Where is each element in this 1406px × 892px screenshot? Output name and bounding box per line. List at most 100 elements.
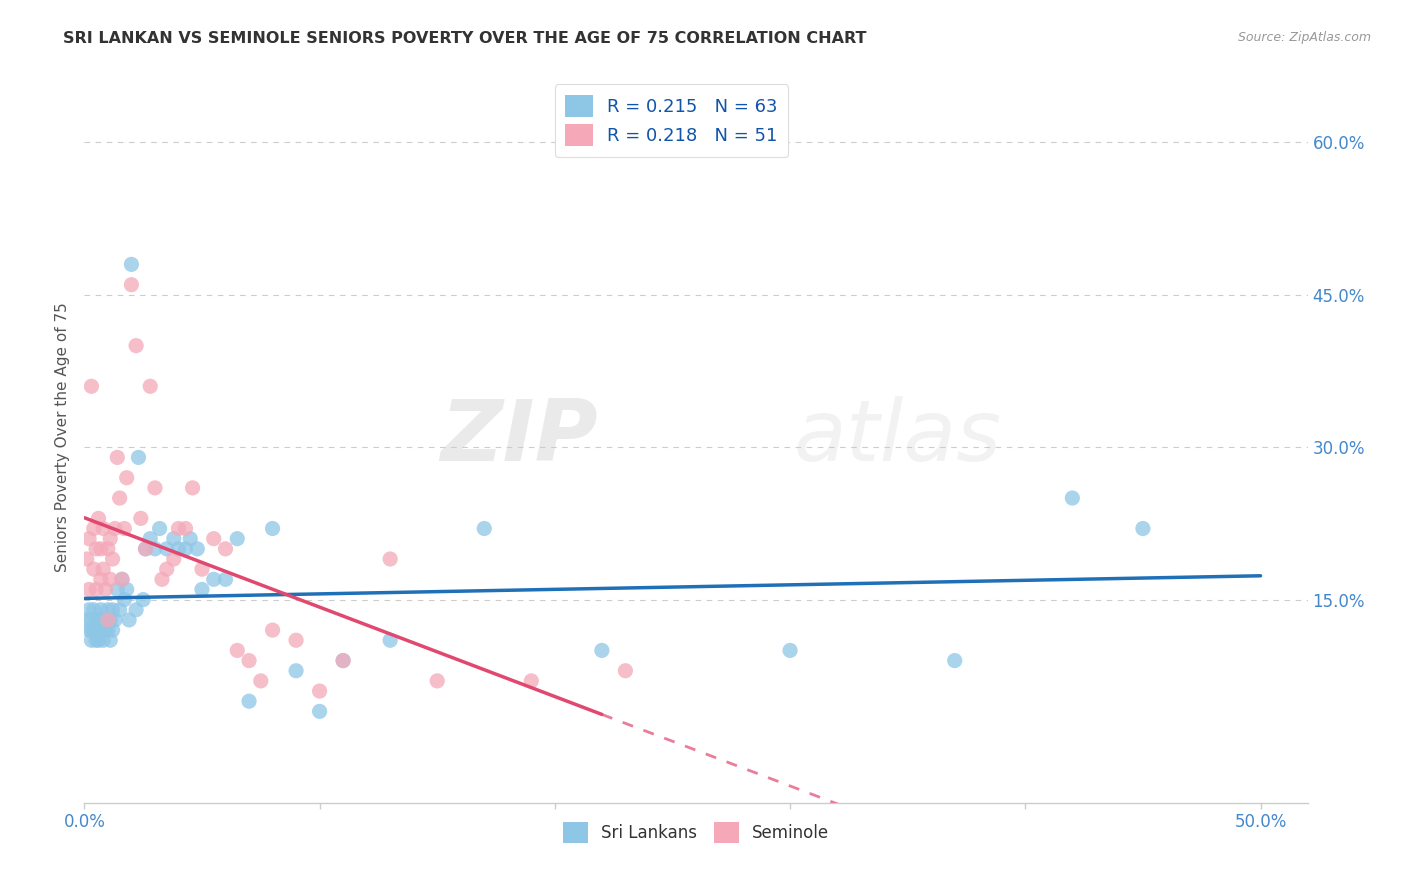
Point	[77, 603, 100, 617]
Point	[285, 664, 308, 678]
Point	[262, 521, 284, 535]
Point	[181, 481, 204, 495]
Point	[76, 613, 98, 627]
Point	[84, 613, 107, 627]
Point	[97, 603, 120, 617]
Point	[1132, 521, 1154, 535]
Point	[97, 541, 120, 556]
Text: Source: ZipAtlas.com: Source: ZipAtlas.com	[1237, 31, 1371, 45]
Point	[520, 673, 543, 688]
Point	[125, 603, 148, 617]
Point	[77, 582, 100, 597]
Point	[84, 623, 107, 637]
Point	[167, 521, 190, 535]
Text: SRI LANKAN VS SEMINOLE SENIORS POVERTY OVER THE AGE OF 75 CORRELATION CHART: SRI LANKAN VS SEMINOLE SENIORS POVERTY O…	[63, 31, 866, 46]
Point	[98, 532, 121, 546]
Point	[90, 572, 112, 586]
Point	[332, 654, 354, 668]
Point	[80, 379, 103, 393]
Point	[163, 532, 186, 546]
Point	[80, 633, 103, 648]
Point	[129, 511, 152, 525]
Point	[84, 633, 107, 648]
Point	[87, 633, 110, 648]
Point	[426, 673, 449, 688]
Point	[238, 694, 260, 708]
Point	[91, 633, 114, 648]
Point	[120, 277, 142, 292]
Point	[127, 450, 149, 465]
Point	[308, 705, 330, 719]
Point	[77, 532, 100, 546]
Point	[80, 623, 103, 637]
Point	[308, 684, 330, 698]
Point	[98, 572, 121, 586]
Point	[191, 562, 214, 576]
Point	[97, 613, 120, 627]
Point	[174, 541, 197, 556]
Point	[143, 481, 166, 495]
Point	[132, 592, 155, 607]
Point	[83, 562, 105, 576]
Point	[156, 541, 179, 556]
Point	[97, 623, 120, 637]
Point	[101, 552, 124, 566]
Point	[226, 532, 249, 546]
Text: ZIP: ZIP	[440, 395, 598, 479]
Point	[105, 450, 128, 465]
Point	[779, 643, 801, 657]
Point	[101, 623, 124, 637]
Point	[90, 613, 112, 627]
Point	[179, 532, 201, 546]
Point	[101, 603, 124, 617]
Point	[90, 623, 112, 637]
Point	[591, 643, 613, 657]
Point	[226, 643, 249, 657]
Point	[472, 521, 495, 535]
Point	[90, 603, 112, 617]
Point	[285, 633, 308, 648]
Point	[186, 541, 208, 556]
Point	[105, 582, 128, 597]
Text: atlas: atlas	[794, 395, 1002, 479]
Point	[104, 521, 127, 535]
Legend: Sri Lankans, Seminole: Sri Lankans, Seminole	[557, 815, 835, 849]
Y-axis label: Seniors Poverty Over the Age of 75: Seniors Poverty Over the Age of 75	[55, 302, 70, 572]
Point	[380, 633, 402, 648]
Point	[332, 654, 354, 668]
Point	[191, 582, 214, 597]
Point	[156, 562, 179, 576]
Point	[167, 541, 190, 556]
Point	[83, 521, 105, 535]
Point	[91, 521, 114, 535]
Point	[202, 572, 225, 586]
Point	[98, 633, 121, 648]
Point	[91, 613, 114, 627]
Point	[118, 613, 141, 627]
Point	[163, 552, 186, 566]
Point	[76, 552, 98, 566]
Point	[108, 603, 131, 617]
Point	[80, 613, 103, 627]
Point	[77, 623, 100, 637]
Point	[115, 582, 138, 597]
Point	[84, 541, 107, 556]
Point	[143, 541, 166, 556]
Point	[94, 613, 117, 627]
Point	[139, 379, 162, 393]
Point	[90, 541, 112, 556]
Point	[111, 572, 134, 586]
Point	[115, 471, 138, 485]
Point	[112, 521, 135, 535]
Point	[98, 613, 121, 627]
Point	[120, 257, 142, 271]
Point	[108, 491, 131, 505]
Point	[139, 532, 162, 546]
Point	[1062, 491, 1084, 505]
Point	[87, 511, 110, 525]
Point	[262, 623, 284, 637]
Point	[91, 562, 114, 576]
Point	[943, 654, 966, 668]
Point	[174, 521, 197, 535]
Point	[149, 521, 172, 535]
